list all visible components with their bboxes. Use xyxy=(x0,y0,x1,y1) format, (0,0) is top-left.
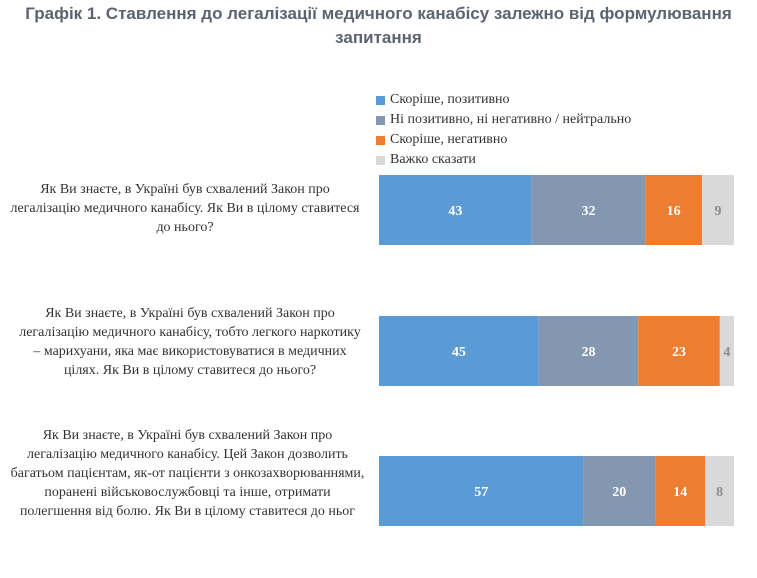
bar-segment-q2-neutral xyxy=(538,316,639,386)
legend-label-neutral: Ні позитивно, ні негативно / нейтрально xyxy=(390,112,632,127)
data-label-q2-hard: 4 xyxy=(723,345,730,360)
question-label-1: Як Ви знаєте, в Україні був схвалений За… xyxy=(10,182,360,235)
legend-label-positive: Скоріше, позитивно xyxy=(390,92,510,107)
bar-segment-q1-neutral xyxy=(531,175,646,245)
data-label-q1-negative: 16 xyxy=(667,204,681,219)
legend-swatch-neutral xyxy=(376,115,385,125)
bar-segment-q1-positive xyxy=(379,175,532,245)
legend-swatch-negative xyxy=(376,135,385,145)
legend-item-positive: Скоріше, позитивно xyxy=(376,90,631,110)
data-label-q3-hard: 8 xyxy=(716,485,723,500)
chart-title-line-1: Графік 1. Ставлення до легалізації медич… xyxy=(25,4,732,23)
legend-item-neutral: Ні позитивно, ні негативно / нейтрально xyxy=(376,110,631,130)
data-label-q1-neutral: 32 xyxy=(581,204,595,219)
bar-segment-q3-neutral xyxy=(583,456,656,526)
data-label-q3-negative: 14 xyxy=(673,485,687,500)
question-label-2: Як Ви знаєте, в Україні був схвалений За… xyxy=(19,306,361,378)
legend-swatch-hard xyxy=(376,155,385,165)
data-label-q2-neutral: 28 xyxy=(581,345,595,360)
bar-segment-q2-hard xyxy=(719,316,734,386)
bar-segment-q2-negative xyxy=(638,316,720,386)
legend-swatch-positive xyxy=(376,95,385,105)
chart-title: Графік 1. Ставлення до легалізації медич… xyxy=(0,2,757,50)
data-label-q1-hard: 9 xyxy=(715,204,722,219)
bar-segment-q3-hard xyxy=(705,456,734,526)
bar-segment-q2-positive xyxy=(379,316,539,386)
question-label-3: Як Ви знаєте, в Україні був схвалений За… xyxy=(10,428,365,519)
legend-item-hard: Важко сказати xyxy=(376,150,631,170)
data-label-q3-neutral: 20 xyxy=(612,485,626,500)
bar-segment-q1-negative xyxy=(645,175,703,245)
legend-item-negative: Скоріше, негативно xyxy=(376,130,631,150)
bar-segment-q3-positive xyxy=(379,456,584,526)
legend-label-hard: Важко сказати xyxy=(390,152,476,167)
legend-label-negative: Скоріше, негативно xyxy=(390,132,508,147)
chart-legend: Скоріше, позитивно Ні позитивно, ні нега… xyxy=(376,90,631,170)
data-label-q2-negative: 23 xyxy=(672,345,686,360)
chart-title-line-2: запитання xyxy=(335,28,422,47)
bar-segment-q3-negative xyxy=(655,456,706,526)
data-label-q3-positive: 57 xyxy=(474,485,488,500)
data-label-q2-positive: 45 xyxy=(452,345,466,360)
data-label-q1-positive: 43 xyxy=(448,204,462,219)
bar-segment-q1-hard xyxy=(702,175,734,245)
